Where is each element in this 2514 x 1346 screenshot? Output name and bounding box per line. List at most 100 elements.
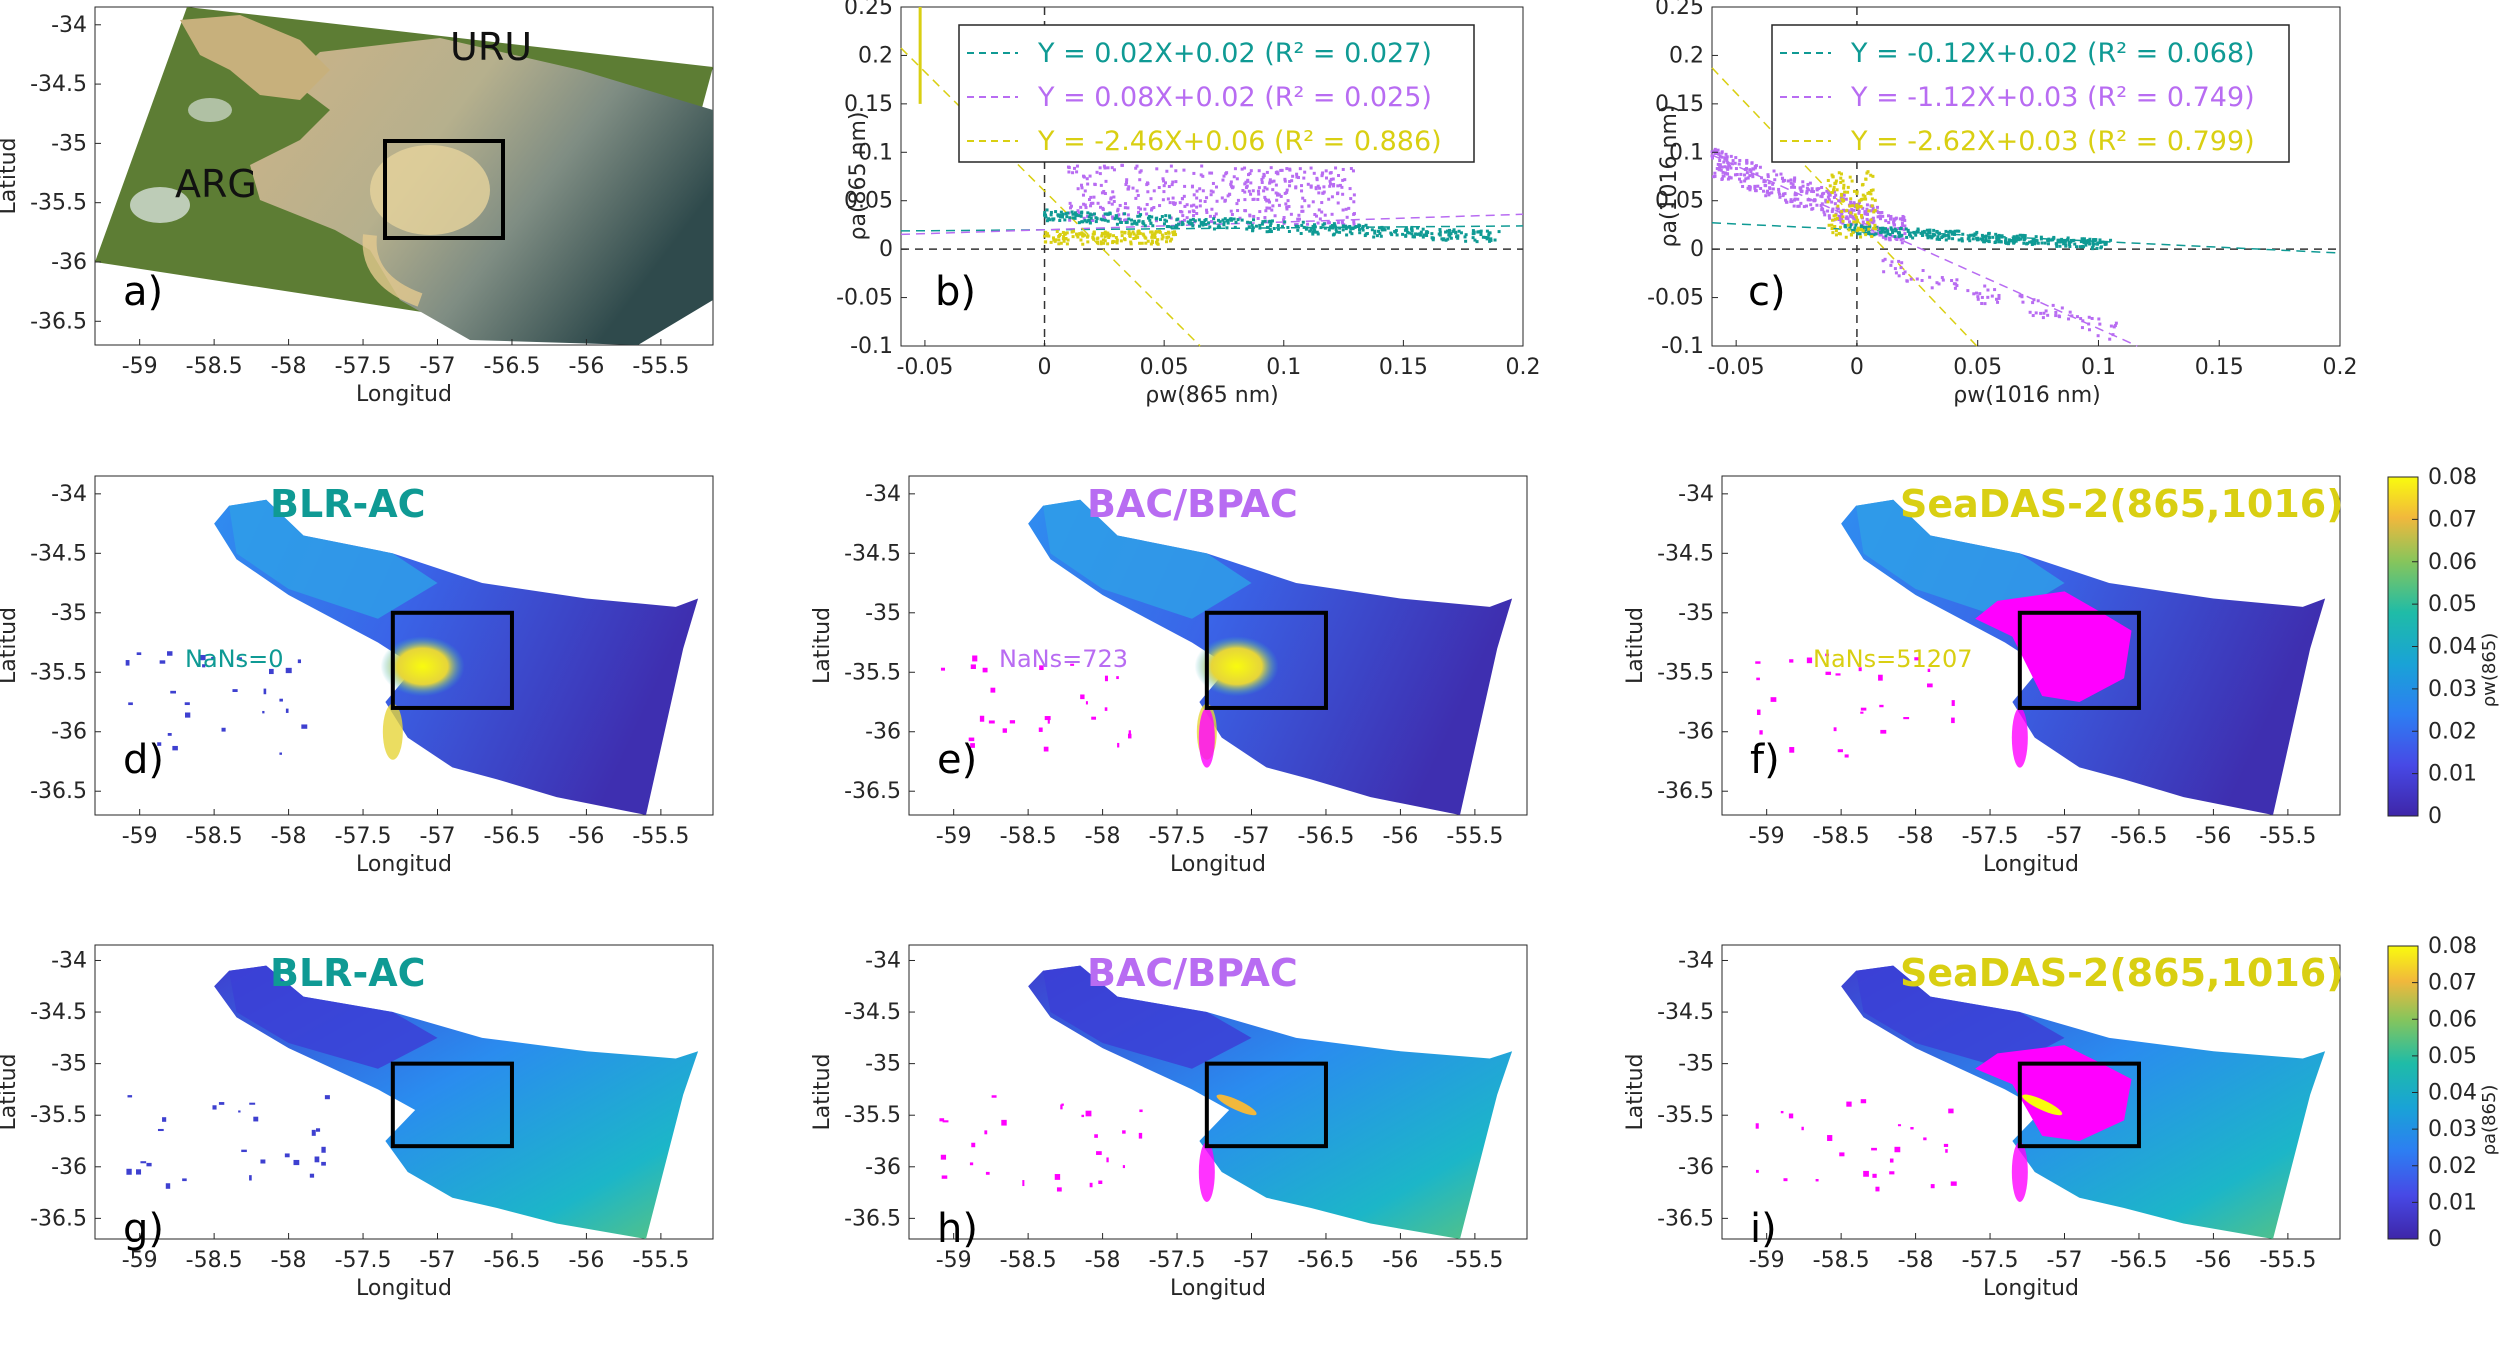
scatter-point: [1109, 196, 1113, 200]
scatter-point: [2062, 242, 2066, 246]
scatter-point: [2104, 242, 2108, 246]
scatter-point: [1150, 215, 1154, 219]
x-tick-label: 0: [1038, 355, 1052, 380]
scatter-point: [2026, 241, 2030, 245]
scatter-point: [1856, 232, 1860, 236]
scatter-point: [1810, 187, 1814, 191]
lagoon-pixel: [125, 660, 130, 666]
scatter-point: [1827, 223, 1831, 227]
scatter-point: [1117, 213, 1121, 217]
scatter-point: [1312, 223, 1316, 227]
scatter-point: [1872, 219, 1876, 223]
scatter-point: [1254, 224, 1258, 228]
scatter-point: [1165, 236, 1169, 240]
scatter-point: [1957, 238, 1961, 242]
lagoon-pixel: [990, 687, 996, 693]
scatter-point: [1126, 213, 1130, 217]
scatter-point: [1856, 218, 1860, 222]
scatter-point: [1463, 235, 1467, 239]
scatter-point: [1263, 186, 1267, 190]
scatter-point: [1903, 224, 1907, 228]
lon-tick-label: -57: [2047, 1248, 2083, 1273]
scatter-point: [1809, 203, 1813, 207]
lagoon-pixel: [324, 1095, 330, 1100]
scatter-point: [1380, 228, 1384, 232]
scatter-point: [1137, 219, 1141, 223]
scatter-point: [1780, 176, 1784, 180]
scatter-point: [1808, 198, 1812, 202]
scatter-point: [1260, 222, 1264, 226]
scatter-point: [1711, 156, 1715, 160]
scatter-point: [1437, 232, 1441, 236]
scatter-point: [1897, 259, 1901, 263]
scatter-point: [1972, 292, 1976, 296]
scatter-point: [1338, 226, 1342, 230]
scatter-point: [1404, 233, 1408, 237]
lon-tick-label: -57: [1234, 1248, 1270, 1273]
scatter-point: [2011, 237, 2015, 241]
x-tick-label: 0.1: [2081, 355, 2116, 380]
scatter-point: [1048, 218, 1052, 222]
lon-tick-label: -58.5: [186, 1248, 243, 1273]
scatter-point: [1076, 209, 1080, 213]
scatter-point: [1181, 222, 1185, 226]
scatter-point: [1364, 223, 1368, 227]
scatter-point: [1879, 233, 1883, 237]
scatter-point: [1890, 234, 1894, 238]
lagoon-pixel: [1910, 1127, 1914, 1130]
lagoon-pixel: [1930, 1184, 1935, 1189]
scatter-point: [1799, 190, 1803, 194]
scatter-point: [1124, 183, 1128, 187]
scatter-point: [2058, 244, 2062, 248]
scatter-point: [1198, 187, 1202, 191]
panel-c-ylabel: ρa(1016 nm): [1657, 105, 1682, 248]
scatter-point: [1915, 230, 1919, 234]
lagoon-pixel: [146, 1162, 152, 1167]
y-tick-label: 0.1: [858, 140, 893, 165]
y-tick-label: 0.05: [1655, 189, 1704, 214]
scatter-point: [1723, 156, 1727, 160]
scatter-point: [1055, 230, 1059, 234]
scatter-point: [1831, 207, 1835, 211]
scatter-point: [2060, 237, 2064, 241]
scatter-point: [1834, 217, 1838, 221]
scatter-point: [1080, 186, 1084, 190]
scatter-point: [1799, 188, 1803, 192]
scatter-point: [1891, 231, 1895, 235]
scatter-point: [1840, 210, 1844, 214]
scatter-point: [1304, 227, 1308, 231]
scatter-point: [1848, 213, 1852, 217]
scatter-point: [1185, 216, 1189, 220]
map-xlabel: Longitud: [1170, 1276, 1266, 1301]
scatter-point: [2023, 237, 2027, 241]
scatter-point: [1832, 225, 1836, 229]
scatter-point: [2028, 310, 2032, 314]
scatter-point: [1997, 293, 2001, 297]
scatter-point: [1733, 161, 1737, 165]
scatter-point: [1324, 176, 1328, 180]
map-ylabel: Latitud: [0, 607, 21, 684]
study-area-box: [2017, 610, 2141, 710]
scatter-point: [1980, 295, 1984, 299]
scatter-point: [1137, 230, 1141, 234]
scatter-point: [1771, 182, 1775, 186]
scatter-point: [1126, 187, 1130, 191]
colorbar-2-label: ρa(865): [2479, 1085, 2500, 1156]
scatter-point: [1840, 212, 1844, 216]
scatter-point: [1132, 232, 1136, 236]
scatter-point: [1166, 197, 1170, 201]
scatter-point: [1068, 201, 1072, 205]
scatter-point: [1224, 172, 1228, 176]
lagoon-pixel: [1825, 671, 1832, 675]
scatter-point: [1901, 223, 1905, 227]
lagoon-pixel: [184, 702, 190, 706]
scatter-point: [1489, 237, 1493, 241]
scatter-point: [1911, 236, 1915, 240]
scatter-point: [1984, 234, 1988, 238]
scatter-point: [1102, 164, 1106, 168]
scatter-point: [1982, 240, 1986, 244]
scatter-point: [1960, 237, 1964, 241]
scatter-point: [1067, 166, 1071, 170]
scatter-point: [1065, 215, 1069, 219]
